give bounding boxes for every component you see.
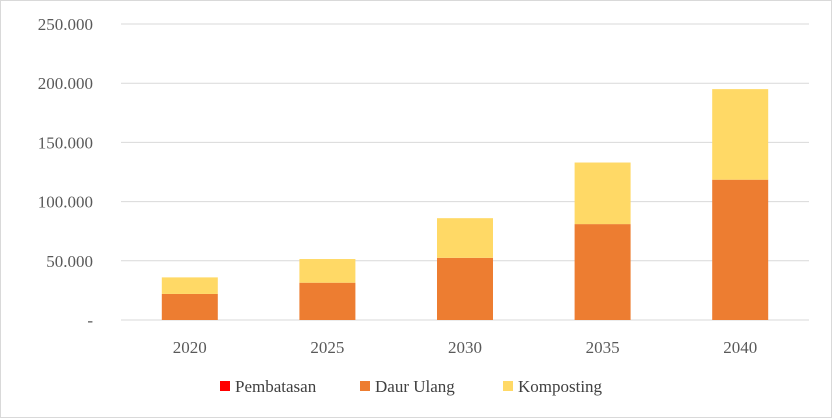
bar-komposting-2035 [574, 162, 631, 225]
bar-komposting-2020 [161, 277, 218, 294]
y-tick-label: 50.000 [46, 252, 93, 271]
legend-label: Komposting [518, 377, 603, 396]
legend-label: Pembatasan [235, 377, 317, 396]
bar-daur-ulang-2025 [299, 282, 356, 320]
x-tick-label: 2025 [310, 338, 344, 357]
y-tick-label: 100.000 [38, 193, 93, 212]
x-axis-ticks: 2020 2025 2030 2035 2040 [173, 338, 757, 357]
legend-swatch-pembatasan [220, 381, 230, 391]
bar-komposting-2030 [437, 218, 493, 258]
bar-daur-ulang-2040 [712, 179, 769, 320]
legend-swatch-daur-ulang [360, 381, 370, 391]
gridlines [121, 23, 809, 321]
x-tick-label: 2030 [448, 338, 482, 357]
bar-daur-ulang-2035 [574, 224, 631, 320]
bar-komposting-2025 [299, 259, 356, 283]
x-tick-label: 2020 [173, 338, 207, 357]
bars [161, 89, 769, 320]
bar-komposting-2040 [712, 89, 769, 180]
bar-daur-ulang-2020 [161, 293, 218, 320]
x-tick-label: 2035 [586, 338, 620, 357]
y-tick-label: 250.000 [38, 15, 93, 34]
y-axis-ticks: - 50.000 100.000 150.000 200.000 250.000 [38, 15, 94, 330]
bar-daur-ulang-2030 [437, 257, 493, 320]
x-tick-label: 2040 [723, 338, 757, 357]
y-tick-label: 200.000 [38, 74, 93, 93]
legend-swatch-komposting [503, 381, 513, 391]
y-tick-label: 150.000 [38, 133, 93, 152]
legend: Pembatasan Daur Ulang Komposting [220, 377, 603, 396]
y-tick-label: - [87, 311, 93, 330]
legend-label: Daur Ulang [375, 377, 455, 396]
